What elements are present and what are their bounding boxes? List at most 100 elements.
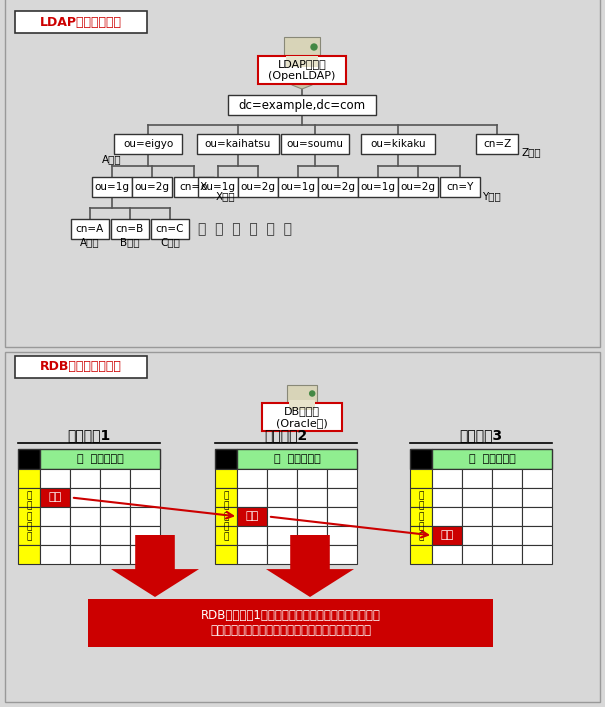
- Bar: [492, 507, 522, 526]
- Text: cn=Y: cn=Y: [446, 182, 474, 192]
- Bar: [267, 469, 297, 488]
- Polygon shape: [284, 71, 320, 89]
- Text: ou=kikaku: ou=kikaku: [370, 139, 426, 149]
- FancyBboxPatch shape: [198, 177, 238, 197]
- Bar: [462, 469, 492, 488]
- Bar: [40, 507, 70, 526]
- Text: 更新: 更新: [246, 511, 258, 522]
- Bar: [522, 507, 552, 526]
- Text: ou=1g: ou=1g: [281, 182, 315, 192]
- FancyBboxPatch shape: [151, 219, 189, 239]
- Bar: [462, 526, 492, 545]
- Bar: [130, 488, 160, 507]
- Bar: [130, 526, 160, 545]
- Text: cn=Z: cn=Z: [483, 139, 511, 149]
- Bar: [130, 545, 160, 564]
- FancyBboxPatch shape: [15, 11, 147, 33]
- Text: 行  フィールド: 行 フィールド: [273, 454, 321, 464]
- Bar: [410, 526, 432, 545]
- FancyBboxPatch shape: [361, 134, 435, 154]
- FancyBboxPatch shape: [440, 177, 480, 197]
- Text: cn=X: cn=X: [180, 182, 208, 192]
- Bar: [287, 385, 317, 414]
- Bar: [237, 449, 357, 469]
- Text: ou=1g: ou=1g: [361, 182, 396, 192]
- Text: 更新: 更新: [48, 493, 62, 503]
- Bar: [215, 526, 237, 545]
- FancyBboxPatch shape: [174, 177, 214, 197]
- Bar: [492, 469, 522, 488]
- Circle shape: [310, 391, 315, 396]
- Text: Aさん: Aさん: [80, 237, 100, 247]
- Text: ou=1g: ou=1g: [94, 182, 129, 192]
- Text: テーブル1: テーブル1: [67, 428, 111, 442]
- FancyBboxPatch shape: [258, 56, 346, 84]
- FancyBboxPatch shape: [111, 219, 149, 239]
- Text: テーブル2: テーブル2: [264, 428, 307, 442]
- Bar: [522, 545, 552, 564]
- Text: Bさん: Bさん: [120, 237, 140, 247]
- FancyBboxPatch shape: [114, 134, 182, 154]
- Polygon shape: [111, 535, 199, 597]
- Bar: [237, 488, 267, 507]
- FancyBboxPatch shape: [358, 177, 398, 197]
- Bar: [215, 545, 237, 564]
- Bar: [289, 400, 315, 410]
- Text: cn=A: cn=A: [76, 224, 104, 234]
- Bar: [432, 545, 462, 564]
- Bar: [100, 545, 130, 564]
- Bar: [237, 526, 267, 545]
- Bar: [40, 545, 70, 564]
- Bar: [327, 507, 357, 526]
- Bar: [18, 469, 40, 488]
- Bar: [100, 469, 130, 488]
- Bar: [432, 507, 462, 526]
- Text: RDBの場合、1つのデータを更新するだけでも、他の
テーブルのデータの更新が必要となるケースも多い: RDBの場合、1つのデータを更新するだけでも、他の テーブルのデータの更新が必要…: [201, 609, 381, 637]
- Bar: [267, 545, 297, 564]
- Circle shape: [311, 44, 317, 50]
- FancyBboxPatch shape: [278, 177, 318, 197]
- Bar: [215, 507, 237, 526]
- Bar: [18, 526, 40, 545]
- FancyBboxPatch shape: [238, 177, 278, 197]
- Text: RDBのテーブル構成: RDBのテーブル構成: [40, 361, 122, 373]
- Text: cn=C: cn=C: [155, 224, 185, 234]
- FancyBboxPatch shape: [15, 356, 147, 378]
- Bar: [18, 507, 40, 526]
- Bar: [327, 526, 357, 545]
- Text: ou=kaihatsu: ou=kaihatsu: [205, 139, 271, 149]
- Bar: [18, 488, 40, 507]
- Text: ou=eigyo: ou=eigyo: [123, 139, 173, 149]
- Text: X部長: X部長: [216, 191, 235, 201]
- Bar: [100, 488, 130, 507]
- Text: 更新: 更新: [440, 530, 454, 540]
- Bar: [297, 526, 327, 545]
- Bar: [130, 507, 160, 526]
- Polygon shape: [287, 414, 317, 429]
- FancyBboxPatch shape: [132, 177, 172, 197]
- Bar: [522, 469, 552, 488]
- Bar: [410, 507, 432, 526]
- Bar: [522, 526, 552, 545]
- Text: 行  フィールド: 行 フィールド: [469, 454, 515, 464]
- Bar: [410, 488, 432, 507]
- Text: Aさん: Aさん: [102, 154, 122, 164]
- Bar: [297, 507, 327, 526]
- Bar: [237, 507, 267, 526]
- FancyBboxPatch shape: [476, 134, 518, 154]
- Bar: [40, 449, 160, 469]
- Bar: [267, 507, 297, 526]
- Bar: [267, 526, 297, 545]
- Bar: [492, 545, 522, 564]
- Text: Y部長: Y部長: [482, 191, 501, 201]
- Bar: [70, 545, 100, 564]
- Bar: [327, 545, 357, 564]
- Bar: [522, 488, 552, 507]
- Bar: [215, 469, 237, 488]
- Bar: [100, 507, 130, 526]
- Bar: [215, 488, 237, 507]
- Text: DBサーバ
(Oracle等): DBサーバ (Oracle等): [276, 407, 328, 428]
- Bar: [492, 488, 522, 507]
- Bar: [462, 488, 492, 507]
- Bar: [432, 526, 462, 545]
